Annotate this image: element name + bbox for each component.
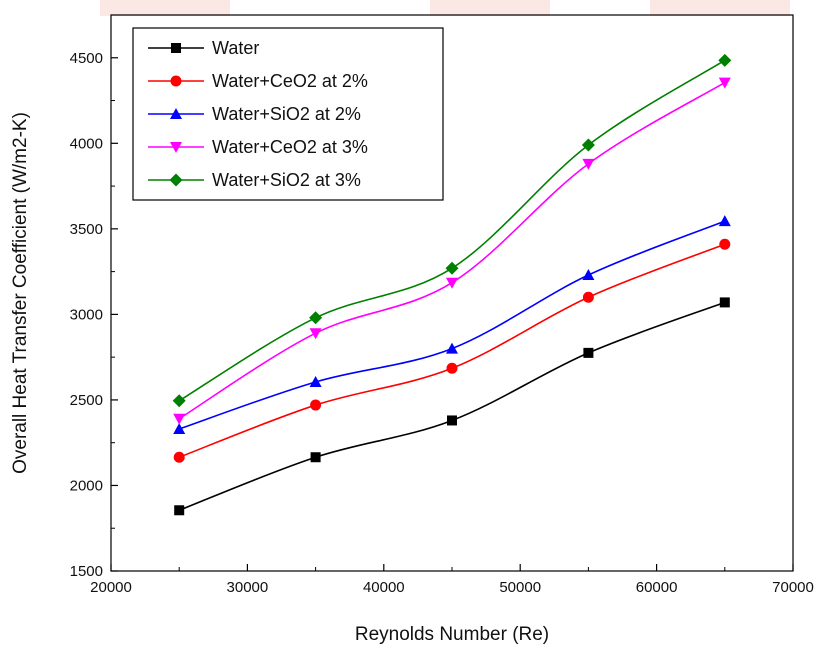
legend-marker xyxy=(169,173,183,187)
data-point xyxy=(582,291,594,303)
data-point xyxy=(446,277,458,289)
legend: Water Water+CeO2 at 2% Water+SiO2 at 2% Wat… xyxy=(132,27,444,201)
series-5 xyxy=(172,53,732,408)
legend-label: Water+SiO2 at 2% xyxy=(212,104,361,124)
data-point xyxy=(173,413,186,425)
background-watermark xyxy=(100,0,790,16)
y-tick-label: 1500 xyxy=(70,563,103,580)
data-point xyxy=(581,138,595,152)
data-point xyxy=(173,423,186,435)
x-tick-label: 60000 xyxy=(636,579,678,596)
legend-marker xyxy=(170,75,182,87)
legend-label: Water+SiO2 at 3% xyxy=(212,170,361,190)
legend-marker xyxy=(171,43,181,53)
legend-marker xyxy=(170,108,182,119)
series-4 xyxy=(173,77,731,425)
data-point xyxy=(309,311,323,325)
x-axis: 20000 30000 40000 50000 60000 70000 xyxy=(90,564,814,596)
data-point xyxy=(582,158,595,170)
data-point xyxy=(582,269,595,281)
legend-item: Water xyxy=(148,38,259,58)
data-point xyxy=(309,328,322,340)
data-point xyxy=(172,394,186,408)
x-tick-label: 20000 xyxy=(90,579,132,596)
data-point xyxy=(310,452,321,463)
data-point xyxy=(718,77,731,89)
y-tick-label: 4500 xyxy=(70,50,103,67)
y-tick-label: 3500 xyxy=(70,221,103,238)
data-point xyxy=(310,399,322,411)
data-point xyxy=(173,451,185,463)
y-tick-label: 4000 xyxy=(70,135,103,152)
legend-label: Water xyxy=(212,38,259,58)
data-point xyxy=(719,238,731,250)
series-line xyxy=(178,220,726,430)
legend-item: Water+CeO2 at 3% xyxy=(148,137,368,157)
legend-item: Water+SiO2 at 2% xyxy=(148,104,361,124)
data-point xyxy=(447,415,457,426)
x-tick-label: 30000 xyxy=(227,579,269,596)
x-axis-title: Reynolds Number (Re) xyxy=(355,624,549,645)
series-3 xyxy=(173,215,731,435)
data-point xyxy=(583,347,594,358)
y-tick-label: 3000 xyxy=(70,306,103,323)
x-tick-label: 50000 xyxy=(499,579,541,596)
data-point xyxy=(718,215,731,227)
data-point xyxy=(719,297,730,308)
series-2 xyxy=(173,238,731,463)
legend-label: Water+CeO2 at 2% xyxy=(212,71,368,91)
y-axis: 1500 2000 2500 3000 3500 4000 4500 xyxy=(70,50,118,580)
series-layer xyxy=(172,53,732,516)
data-point xyxy=(445,261,459,275)
data-point xyxy=(446,362,458,374)
data-point xyxy=(174,505,185,516)
y-axis-title: Overall Heat Transfer Coefficient (W/m2-… xyxy=(10,112,31,474)
legend-label: Water+CeO2 at 3% xyxy=(212,137,368,157)
x-tick-label: 40000 xyxy=(363,579,405,596)
x-tick-label: 70000 xyxy=(772,579,814,596)
legend-item: Water+SiO2 at 3% xyxy=(148,170,361,190)
data-point xyxy=(718,53,732,67)
legend-item: Water+CeO2 at 2% xyxy=(148,71,368,91)
series-1 xyxy=(174,297,730,516)
data-point xyxy=(309,375,322,387)
legend-marker xyxy=(170,142,182,153)
data-point xyxy=(446,342,458,354)
y-tick-label: 2500 xyxy=(70,392,103,409)
y-tick-label: 2000 xyxy=(70,477,103,494)
series-line xyxy=(178,301,726,512)
